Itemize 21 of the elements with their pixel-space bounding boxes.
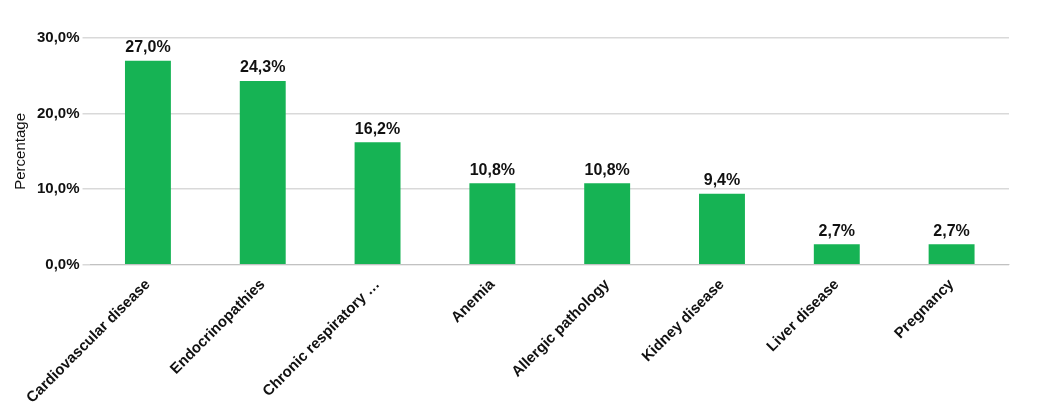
data-label: 16,2% (354, 119, 401, 137)
bar (124, 60, 171, 265)
data-label: 2,7% (818, 221, 856, 239)
data-label: 2,7% (933, 221, 970, 239)
bar (813, 244, 860, 265)
bar (354, 142, 401, 265)
data-label: 10,8% (469, 160, 516, 178)
bar (239, 81, 286, 265)
bar (928, 244, 975, 265)
data-label: 10,8% (584, 160, 630, 178)
y-axis-title: Percentage (11, 113, 29, 190)
data-label: 9,4% (703, 171, 741, 189)
data-label: 24,3% (240, 58, 286, 76)
bar (469, 183, 516, 265)
bar (584, 183, 631, 265)
data-label: 27,0% (125, 38, 171, 56)
y-tick-label: 0,0% (45, 254, 80, 272)
y-tick-label: 30,0% (36, 28, 80, 46)
y-tick-label: 20,0% (36, 103, 80, 121)
bar (699, 193, 745, 265)
y-tick-label: 10,0% (36, 179, 80, 197)
